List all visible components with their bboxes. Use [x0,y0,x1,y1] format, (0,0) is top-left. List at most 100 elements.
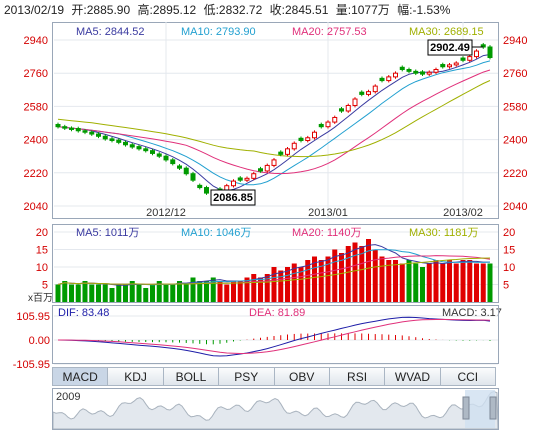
volume-bar [467,260,473,302]
volume-unit: x百万 [28,292,53,304]
macd-lines [57,316,491,357]
volume-tick-right: 15 [503,245,515,257]
volume-ma-legend-item: MA10: 1046万 [181,227,251,239]
volume-bar [325,256,331,302]
volume-bar [123,284,128,302]
volume-bar [204,281,209,302]
macd-grid [54,315,498,365]
volume-tick-right: 10 [503,262,515,274]
price-chart-panel[interactable] [52,22,499,219]
low-value: 2832.72 [218,3,263,17]
volume-bar [258,277,263,302]
volume-ma20-line [57,255,491,285]
macd-dea-line [58,318,491,355]
macd-dea-legend: DEA: 81.89 [249,307,305,319]
macd-chart-panel[interactable] [52,305,499,364]
volume-bar [487,263,493,302]
volume-grid [54,231,498,285]
navigator-right-handle [489,396,497,420]
volume-bar [318,260,324,302]
volume-bar [298,267,304,302]
volume-bar [474,263,479,302]
tab-rsi[interactable]: RSI [328,367,386,386]
volume-tick-right: 20 [503,227,515,239]
volume-tick-left: 20 [36,227,48,239]
tab-macd[interactable]: MACD [52,367,109,386]
navigator-overview [53,390,498,429]
price-tick-left: 2400 [24,135,48,147]
navigator-left-handle [462,396,470,420]
volume-bar [345,246,351,302]
price-tick-left: 2040 [24,201,48,213]
volume-bar [109,288,115,302]
tab-cci[interactable]: CCI [439,367,496,386]
volume-ma-legend: MA5: 1011万 MA10: 1046万 MA20: 1140万 MA30: 11… [76,227,479,239]
volume-bar [480,263,486,302]
volume-tick-right: 5 [503,280,509,292]
volume-ma-legend-item: MA5: 1011万 [76,227,139,239]
volume-bar [89,284,95,302]
price-tick-left: 2940 [24,35,48,47]
price-tick-left: 2580 [24,101,48,113]
price-tick-left: 2760 [24,68,48,80]
volume-bar [433,260,439,302]
price-tick-right: 2760 [503,68,527,80]
volume-bar [183,284,189,302]
volume-bar [426,263,432,302]
tab-psy[interactable]: PSY [218,367,275,386]
volume-ma30-line [57,257,491,285]
macd-tick-left: 0.00 [29,335,50,347]
quote-header: 2013/02/19 开:2885.90 高:2895.12 低:2832.72… [0,0,533,20]
price-tick-right: 2220 [503,168,527,180]
volume-bar [163,284,169,302]
volume-bar [102,284,108,302]
navigator-year: 2009 [56,391,81,403]
macd-histogram [64,333,491,345]
volume-bar [69,284,74,302]
quote-date: 2013/02/19 [4,3,65,17]
volume-bar [224,284,230,302]
volume-bar [136,284,142,302]
volume-bar [420,267,425,302]
navigator-line [53,390,498,429]
tab-kdj[interactable]: KDJ [107,367,164,386]
volume-ma5-line [57,244,490,286]
volume-bar [129,281,135,302]
volume-bar [399,263,405,302]
macd-legend: DIF: 83.48 DEA: 81.89 MACD: 3.17 [58,307,502,319]
volume-bar [413,263,419,302]
price-tick-right: 2940 [503,35,527,47]
volume-bar [82,281,88,302]
price-tick-right: 2400 [503,135,527,147]
volume-ma-legend-item: MA30: 1181万 [409,227,479,239]
volume-bar [231,281,236,302]
volume-bar [96,284,101,302]
volume-bar [278,270,284,302]
volume-bar [156,281,162,302]
macd-axis: 105.95 0.00 -105.95 [13,311,50,371]
volume-ma10-line [57,249,491,286]
volume-label: 量: [335,3,352,17]
volume-bar [197,281,203,302]
open-label: 开: [71,3,87,17]
close-label: 收: [269,3,285,17]
volume-bar [62,281,68,302]
volume-value: 1077万 [351,3,390,17]
volume-chart-panel[interactable] [52,224,499,303]
range-navigator[interactable]: 2009 [52,388,499,430]
tab-obv[interactable]: OBV [273,367,330,386]
volume-bar [352,242,358,302]
tab-boll[interactable]: BOLL [162,367,220,386]
volume-bar [312,256,317,302]
volume-bar [291,263,297,302]
volume-bar [150,284,155,302]
volume-bar [271,267,277,302]
volume-bar [393,260,398,302]
tab-wvad[interactable]: WVAD [384,367,441,386]
volume-bar [366,239,371,302]
indicator-tabs: MACD KDJ BOLL PSY OBV RSI WVAD CCI [52,367,496,386]
volume-bar [210,277,216,302]
volume-moving-averages [57,244,491,286]
volume-bar [359,246,365,302]
